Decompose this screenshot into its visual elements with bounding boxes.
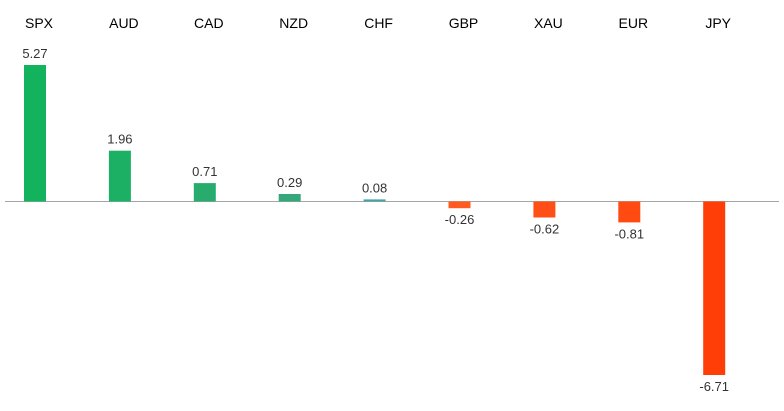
bar-jpy [703,201,726,375]
bar-cad [193,183,216,202]
value-label-eur: -0.81 [614,226,644,241]
value-label-nzd: 0.29 [277,175,302,190]
category-label-jpy: JPY [705,15,731,31]
category-label-aud: AUD [109,15,139,31]
bar-chf [363,199,386,202]
category-label-gbp: GBP [449,15,479,31]
category-label-eur: EUR [619,15,649,31]
bars-group [24,65,726,375]
bar-aud [108,150,131,202]
value-label-cad: 0.71 [192,164,217,179]
category-label-spx: SPX [25,15,54,31]
category-label-cad: CAD [194,15,224,31]
value-label-chf: 0.08 [362,180,387,195]
bar-xau [533,201,556,218]
value-label-aud: 1.96 [107,132,132,147]
bar-gbp [448,201,471,209]
value-label-xau: -0.62 [530,222,560,237]
bar-spx [24,65,46,202]
value-label-jpy: -6.71 [699,379,729,394]
value-label-spx: 5.27 [22,46,47,61]
category-label-chf: CHF [364,15,393,31]
category-labels-group: SPX AUD CAD NZD CHF GBP XAU EUR JPY [25,15,732,31]
category-label-xau: XAU [534,15,563,31]
category-label-nzd: NZD [279,15,308,31]
bar-nzd [278,194,301,202]
bar-eur [618,201,641,223]
value-labels-group: 5.27 1.96 0.71 0.29 0.08 -0.26 -0.62 -0.81 -6.71 [22,46,729,394]
value-label-gbp: -0.26 [445,212,475,227]
